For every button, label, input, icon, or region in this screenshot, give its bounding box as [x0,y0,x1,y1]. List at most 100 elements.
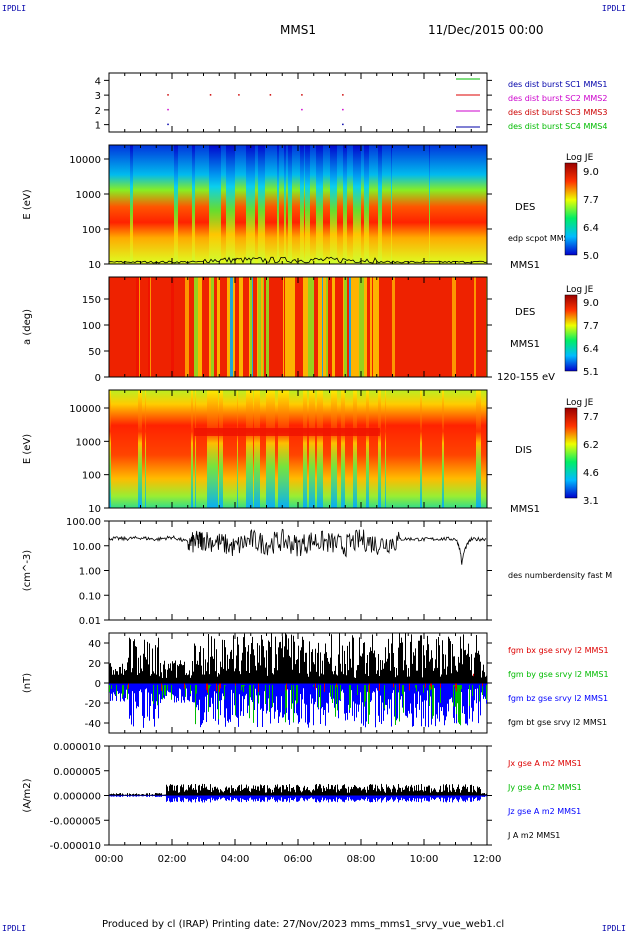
corner-label-tr: IPDLI [601,4,626,13]
heatmap-stripe [207,390,211,508]
heatmap-stripe [356,390,357,508]
panel-frame-1 [108,72,488,133]
heatmap-stripe [345,145,347,264]
ytick-label: 1.00 [79,567,101,578]
heatmap-stripe [364,277,367,377]
date-title: 11/Dec/2015 00:00 [428,23,544,37]
ytick-label: 40 [88,639,101,650]
heatmap-stripe [217,277,220,377]
bfield-traces [109,633,487,728]
xtick-label: 10:00 [410,854,439,865]
heatmap-bg [109,277,487,377]
heatmap-stripe [249,390,253,508]
heatmap-stripe [357,145,361,264]
heatmap-bg [109,390,487,508]
heatmap-stripe [351,277,354,377]
heatmap-stripe [270,390,272,508]
heatmap-stripe [316,145,319,264]
heatmap-stripe [266,390,270,508]
colorbar-title: Log JE [566,398,594,408]
heatmap-stripe [278,390,282,508]
heatmap-stripe [392,277,394,377]
colorbar-tick: 5.1 [583,367,599,378]
heatmap-stripe [378,390,381,508]
heatmap-stripe [420,390,422,508]
burst-point [342,123,344,126]
heatmap-stripe [291,277,295,377]
burst-point [342,94,344,96]
colorbar-tick: 7.7 [583,195,599,206]
heatmap-stripe [219,390,222,508]
heatmap-stripe [185,277,189,377]
panel-sc-label: MMS1 [510,260,540,271]
heatmap-stripe [474,277,476,377]
heatmap-stripe [272,390,275,508]
heatmap-stripe [355,277,359,377]
burst-point [301,108,303,111]
heatmap-stripe [385,390,386,508]
heatmap-stripe [257,277,258,377]
ytick-label: 100 [82,321,101,332]
ylabel-density: (cm^-3) [22,550,33,591]
energy-range-label: 120-155 eV [497,372,555,383]
heatmap-stripe [353,145,357,264]
ytick-label: 1 [95,121,101,132]
heatmap-stripe [252,277,253,377]
heatmap-stripe [138,390,142,508]
heatmap-stripe [261,145,265,264]
burst-point [167,123,169,126]
ytick-label: -20 [85,699,101,710]
heatmap-stripe [230,277,233,377]
heatmap-stripe [366,390,369,508]
legend-label: fgm bz gse srvy l2 MMS1 [508,694,608,703]
heatmap-stripe [335,390,337,508]
heatmap-stripe [136,277,139,377]
ytick-label: 0.01 [79,616,101,627]
heatmap-stripe [364,145,366,264]
heatmap-stripe [215,390,217,508]
legend-label: Jy gse A m2 MMS1 [507,783,582,792]
heatmap-stripe [312,277,314,377]
heatmap-stripe [197,277,198,377]
heatmap-stripe [216,145,219,264]
panel-sc-label: MMS1 [510,339,540,350]
mission-title: MMS1 [280,23,316,37]
heatmap-stripe [277,145,279,264]
heatmap-stripe [353,390,356,508]
heatmap-stripe [332,277,335,377]
ytick-label: -40 [85,719,101,730]
ytick-label: 100.00 [66,517,101,528]
heatmap-stripe [303,390,307,508]
heatmap-stripe [239,277,243,377]
ytick-label: 150 [82,295,101,306]
legend-label: des dist burst SC3 MMS3 [508,108,607,117]
heatmap-stripe [217,390,218,508]
heatmap-stripe [478,390,481,508]
colorbar-tick: 3.1 [583,496,599,507]
heatmap-stripe [237,390,238,508]
heatmap-stripe [429,145,430,264]
heatmap-bg [109,145,487,264]
heatmap-stripe [317,390,321,508]
series-density [108,528,487,565]
heatmap-stripe [323,277,326,377]
colorbar-tick: 7.7 [583,321,599,332]
heatmap-stripe [300,145,304,264]
heatmap-stripe [305,145,309,264]
footer-credit: Produced by cl (IRAP) Printing date: 27/… [102,919,505,930]
legend-label: fgm by gse srvy l2 MMS1 [508,670,609,679]
heatmap-stripe [219,145,221,264]
burst-point [167,108,169,111]
ylabel-des-pitch: a (deg) [22,309,33,345]
heatmap-stripe [246,390,249,508]
heatmap-stripe [227,145,228,264]
heatmap-stripe [109,390,111,508]
corner-label-br: IPDLI [601,924,626,933]
heatmap-stripe [326,277,328,377]
panel-sc-label: MMS1 [510,504,540,515]
heatmap-stripe [286,277,289,377]
xtick-label: 08:00 [347,854,376,865]
heatmap-stripe [322,277,323,377]
heatmap-stripe [194,277,197,377]
heatmap-stripe [266,277,269,377]
